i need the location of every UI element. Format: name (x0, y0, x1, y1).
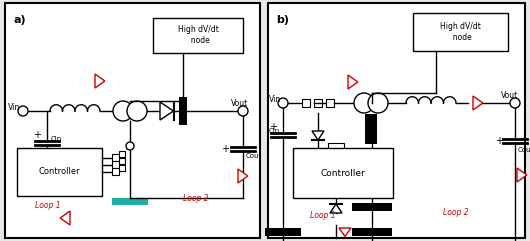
Text: Loop 2: Loop 2 (443, 208, 469, 217)
Bar (119, 151, 125, 157)
Circle shape (127, 101, 147, 121)
Bar (302, 99, 310, 107)
Circle shape (354, 93, 374, 113)
Polygon shape (160, 102, 173, 120)
Bar (112, 198, 148, 205)
Polygon shape (339, 228, 351, 236)
Text: a): a) (13, 15, 25, 25)
Circle shape (510, 98, 520, 108)
Bar (112, 161, 119, 168)
Text: Cin: Cin (269, 128, 280, 134)
Text: +: + (33, 130, 41, 140)
Text: +: + (495, 136, 503, 146)
Text: Cout: Cout (246, 153, 262, 159)
Circle shape (18, 106, 28, 116)
Bar (119, 158, 125, 164)
Polygon shape (348, 75, 358, 89)
Bar (17, 148, 102, 196)
Polygon shape (473, 96, 483, 110)
Text: Loop 1: Loop 1 (310, 211, 335, 220)
Bar (265, 228, 301, 236)
Text: High dV/dt
  node: High dV/dt node (178, 25, 218, 45)
Bar (179, 97, 187, 125)
Bar (328, 161, 344, 173)
Bar (29, 171, 65, 178)
Polygon shape (238, 169, 248, 183)
Bar (413, 13, 508, 51)
Polygon shape (517, 168, 527, 182)
Polygon shape (312, 131, 324, 140)
Circle shape (113, 101, 133, 121)
Bar (112, 168, 119, 175)
Text: b): b) (276, 15, 289, 25)
Text: Cout: Cout (518, 147, 530, 153)
Text: Controller: Controller (39, 167, 81, 176)
Bar (326, 99, 334, 107)
Bar (268, 3, 525, 238)
Polygon shape (364, 153, 380, 165)
Text: Loop 1: Loop 1 (35, 201, 60, 210)
Text: Vout: Vout (501, 91, 518, 100)
Bar (365, 114, 377, 144)
Polygon shape (330, 204, 342, 213)
Text: Cin: Cin (51, 136, 62, 142)
Polygon shape (95, 74, 105, 88)
Bar (153, 18, 243, 53)
Text: Vin: Vin (8, 103, 20, 113)
Bar (112, 154, 119, 161)
Bar (328, 179, 344, 191)
Bar (352, 228, 392, 236)
Text: +: + (221, 144, 229, 154)
Text: Vout: Vout (231, 99, 248, 107)
Bar (314, 99, 322, 107)
Circle shape (238, 106, 248, 116)
Circle shape (126, 142, 134, 150)
Bar (5, 3, 260, 238)
Text: Loop 2: Loop 2 (183, 194, 209, 203)
Polygon shape (60, 211, 70, 225)
Text: +: + (269, 122, 277, 132)
Bar (328, 143, 344, 155)
Bar (293, 148, 393, 198)
Bar (352, 203, 392, 211)
Circle shape (278, 98, 288, 108)
Text: Vin: Vin (269, 95, 281, 105)
Text: Controller: Controller (321, 168, 365, 178)
Bar (119, 165, 125, 171)
Circle shape (368, 93, 388, 113)
Text: High dV/dt
  node: High dV/dt node (439, 22, 480, 42)
